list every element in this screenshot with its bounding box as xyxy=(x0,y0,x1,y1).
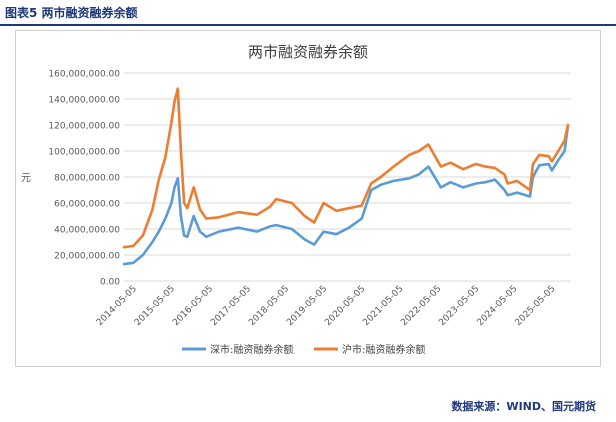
y-tick-label: 20,000,000.00 xyxy=(54,252,120,262)
y-tick-labels: 0.00 20,000,000.00 40,000,000.00 60,000,000… xyxy=(48,70,120,288)
y-tick-label: 140,000,000.00 xyxy=(48,96,120,106)
legend: 深市:融资融券余额 沪市:融资融券余额 xyxy=(182,343,425,356)
y-tick-label: 120,000,000.00 xyxy=(48,122,120,132)
chart-frame: 两市融资融券余额 0.00 20,000,000.00 40,000,000.00 6… xyxy=(15,30,601,367)
y-axis-label: 元 xyxy=(21,173,31,184)
legend-label: 沪市:融资融券余额 xyxy=(342,343,425,356)
title-rule xyxy=(0,24,616,26)
series-line-2 xyxy=(122,87,570,249)
x-tick-label: 2025-05-05 xyxy=(514,284,558,328)
series-lines xyxy=(122,87,570,266)
y-tick-label: 40,000,000.00 xyxy=(54,226,120,236)
y-tick-label: 60,000,000.00 xyxy=(54,200,120,210)
grid-lines xyxy=(124,72,571,282)
y-tick-label: 100,000,000.00 xyxy=(48,148,120,158)
margin-balance-chart: 两市融资融券余额 0.00 20,000,000.00 40,000,000.00 6… xyxy=(21,43,571,356)
series-line-1 xyxy=(122,125,570,266)
y-tick-label: 160,000,000.00 xyxy=(48,70,120,80)
y-tick-label: 80,000,000.00 xyxy=(54,174,120,184)
x-tick-labels: 2014-05-052015-05-052016-05-052017-05-05… xyxy=(95,284,558,328)
figure-label: 图表5 两市融资融券余额 xyxy=(5,6,138,20)
chart-title: 两市融资融券余额 xyxy=(248,43,368,61)
y-tick-label: 0.00 xyxy=(100,278,120,288)
legend-label: 深市:融资融券余额 xyxy=(210,343,293,356)
source-note: 数据来源：WIND、国元期货 xyxy=(451,400,596,413)
